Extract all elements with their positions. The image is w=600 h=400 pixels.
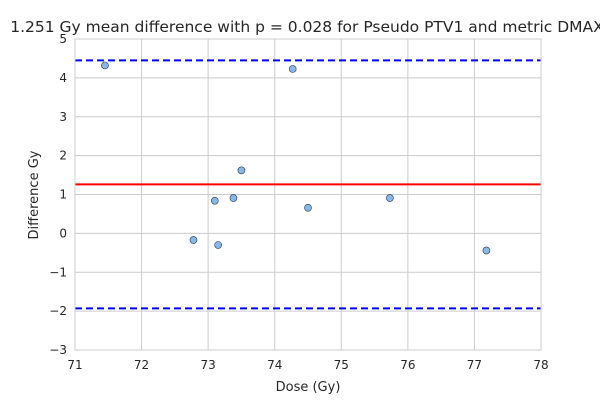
x-tick-label: 72: [134, 358, 149, 372]
y-tick-label: −1: [49, 265, 67, 279]
data-point: [304, 203, 312, 212]
plot-frame: [74, 38, 542, 351]
data-point: [101, 61, 109, 70]
x-tick-label: 71: [67, 358, 82, 372]
x-axis-label: Dose (Gy): [276, 380, 341, 395]
data-point: [214, 241, 222, 249]
data-point: [482, 246, 491, 255]
y-tick-label: 1: [59, 188, 67, 202]
y-axis-label: Difference Gy: [27, 150, 42, 239]
data-point: [210, 196, 219, 205]
y-tick-label: 2: [59, 149, 67, 163]
x-tick-label: 73: [201, 358, 216, 372]
x-tick-label: 74: [267, 358, 282, 372]
reference-lines: [75, 59, 541, 310]
y-tick-label: 0: [59, 226, 67, 240]
grid-lines: [74, 38, 542, 351]
x-tick-label: 76: [400, 358, 415, 372]
chart-title: 1.251 Gy mean difference with p = 0.028 …: [10, 18, 600, 36]
data-point: [386, 194, 394, 202]
y-tick-label: 5: [59, 32, 67, 46]
y-tick-label: 4: [59, 71, 67, 85]
data-point: [229, 194, 238, 202]
x-tick-label: 75: [334, 358, 349, 372]
data-point: [288, 65, 297, 73]
x-tick-labels: 71 72 73 74 75 76 77 78: [67, 358, 548, 372]
x-tick-label: 78: [533, 358, 548, 372]
y-tick-label: 3: [59, 110, 67, 124]
x-tick-label: 77: [467, 358, 482, 372]
y-tick-label: −3: [49, 343, 67, 357]
data-point: [189, 236, 198, 244]
data-point: [237, 166, 246, 175]
data-points: [101, 61, 491, 255]
y-tick-labels: −3 −2 −1 0 1 2 3 4 5: [49, 32, 67, 357]
y-tick-label: −2: [49, 304, 67, 318]
